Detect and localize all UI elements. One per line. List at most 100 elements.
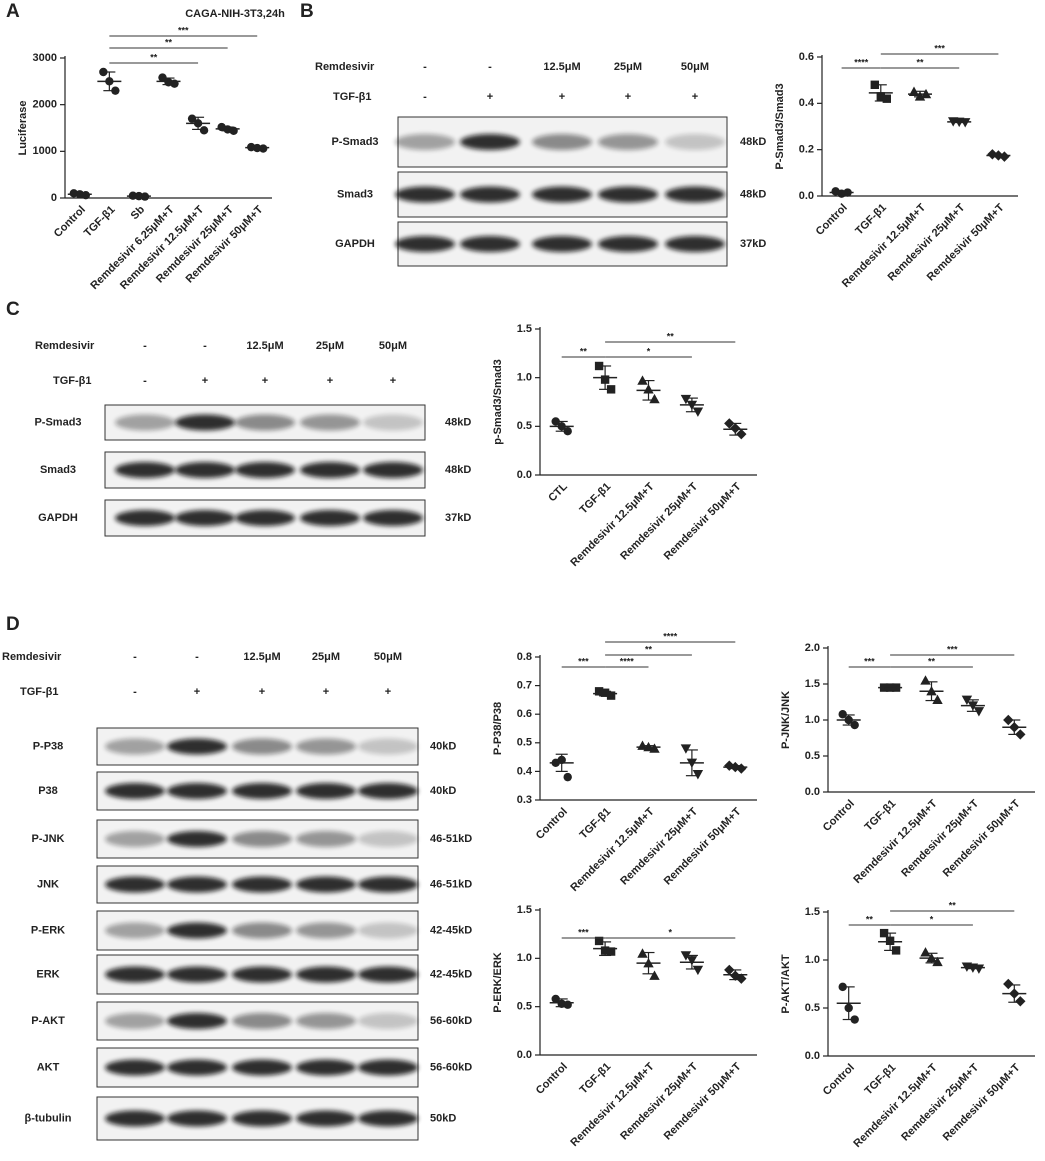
band-label: P38 [38,785,58,797]
lane-label: + [625,91,631,103]
band-label: P-P38 [33,740,64,752]
band-size: 56-60kD [430,1061,472,1073]
y-tick-label: 1.0 [805,714,820,726]
treatment-label: TGF-β1 [333,91,372,103]
blot-band [167,1059,227,1076]
y-tick-label: 0 [51,192,57,204]
blot-band [105,1013,165,1029]
y-tick-label: 1.0 [517,952,532,964]
significance-label: *** [934,43,945,53]
blot-band [532,186,592,203]
significance-label: ** [866,914,874,924]
blot-band [395,134,455,150]
significance-label: ** [165,37,173,47]
significance-label: ** [928,656,936,666]
band-size: 40kD [430,785,456,797]
x-tick-label: Remdesivir 12.5μM+T [851,797,939,885]
y-tick-label: 3000 [33,52,57,64]
y-axis-label: Luciferase [17,100,29,155]
blot-band [296,966,356,983]
band-label: Smad3 [40,464,76,476]
blot-band [235,414,295,431]
blot-band [105,831,165,847]
significance-label: ** [580,346,588,356]
band-label: JNK [37,878,59,890]
x-tick-label: TGF-β1 [863,798,899,834]
y-tick-label: 0.0 [805,786,820,798]
significance-label: *** [947,644,958,654]
blot-band [598,186,658,203]
blot-band [232,1059,292,1076]
blot-band [232,876,292,893]
panel-label: A [6,1,20,22]
treatment-label: Remdesivir [315,61,375,73]
data-point [736,973,747,984]
blot-band [395,186,455,203]
panel-label: C [6,299,20,320]
x-tick-label: TGF-β1 [578,806,614,842]
blot-band [105,922,165,939]
y-tick-label: 0.5 [517,420,532,432]
blot-band [358,1110,418,1127]
x-tick-label: Control [821,798,857,834]
blot-band [115,462,175,478]
x-tick-label: Remdesivir 25μM+T [886,201,968,283]
x-tick-label: Remdesivir 25μM+T [899,1061,981,1143]
blot-band [460,236,520,252]
data-point [882,94,891,103]
y-tick-label: 0.3 [517,794,532,806]
band-size: 37kD [445,512,471,524]
treatment-label: TGF-β1 [20,686,59,698]
data-point [920,947,931,957]
blot-band [296,783,356,799]
significance-label: * [930,914,934,924]
blot-band [363,510,423,526]
x-tick-label: Control [534,806,570,842]
band-label: GAPDH [335,238,375,250]
blot-band [363,414,423,431]
significance-label: *** [578,656,589,666]
lane-label: + [390,375,396,387]
y-tick-label: 1.5 [805,906,820,918]
band-size: 42-45kD [430,924,472,936]
x-tick-label: Remdesivir 50μM+T [941,797,1023,879]
data-point [563,772,572,782]
blot-band [175,462,235,478]
blot-band [232,966,292,983]
y-axis-label: P-ERK/ERK [492,952,504,1013]
y-tick-label: 0.5 [517,737,532,749]
band-label: P-JNK [31,833,64,845]
y-tick-label: 0.0 [805,1050,820,1062]
lane-label: 12.5μM [243,651,280,663]
y-tick-label: 0.6 [517,708,532,720]
data-point [649,393,660,404]
significance-label: **** [620,656,635,666]
y-tick-label: 0.0 [517,1049,532,1061]
blot-band [232,738,292,755]
blot-band [167,1013,227,1029]
y-tick-label: 0.4 [517,765,533,777]
y-tick-label: 0.0 [799,190,814,202]
lane-label: + [202,375,208,387]
lane-label: 25μM [316,340,344,352]
band-size: 48kD [445,464,471,476]
lane-label: 12.5μM [246,340,283,352]
lane-label: + [692,91,698,103]
blot-band [167,1110,227,1127]
x-tick-label: TGF-β1 [82,204,118,240]
treatment-label: Remdesivir [2,651,62,663]
data-point [838,710,847,719]
lane-label: - [488,61,492,73]
y-tick-label: 0.6 [799,51,814,63]
x-tick-label: Remdesivir 50μM+T [941,1061,1023,1143]
blot-band [105,783,165,799]
y-tick-label: 0.5 [805,750,820,762]
x-tick-label: Remdesivir 25μM+T [618,805,700,887]
significance-label: * [668,927,672,937]
lane-label: 25μM [614,61,642,73]
significance-label: ** [949,900,957,910]
y-tick-label: 1000 [33,145,57,157]
data-point [1015,996,1026,1007]
blot-band [358,1013,418,1029]
x-tick-label: Sb [129,203,148,222]
